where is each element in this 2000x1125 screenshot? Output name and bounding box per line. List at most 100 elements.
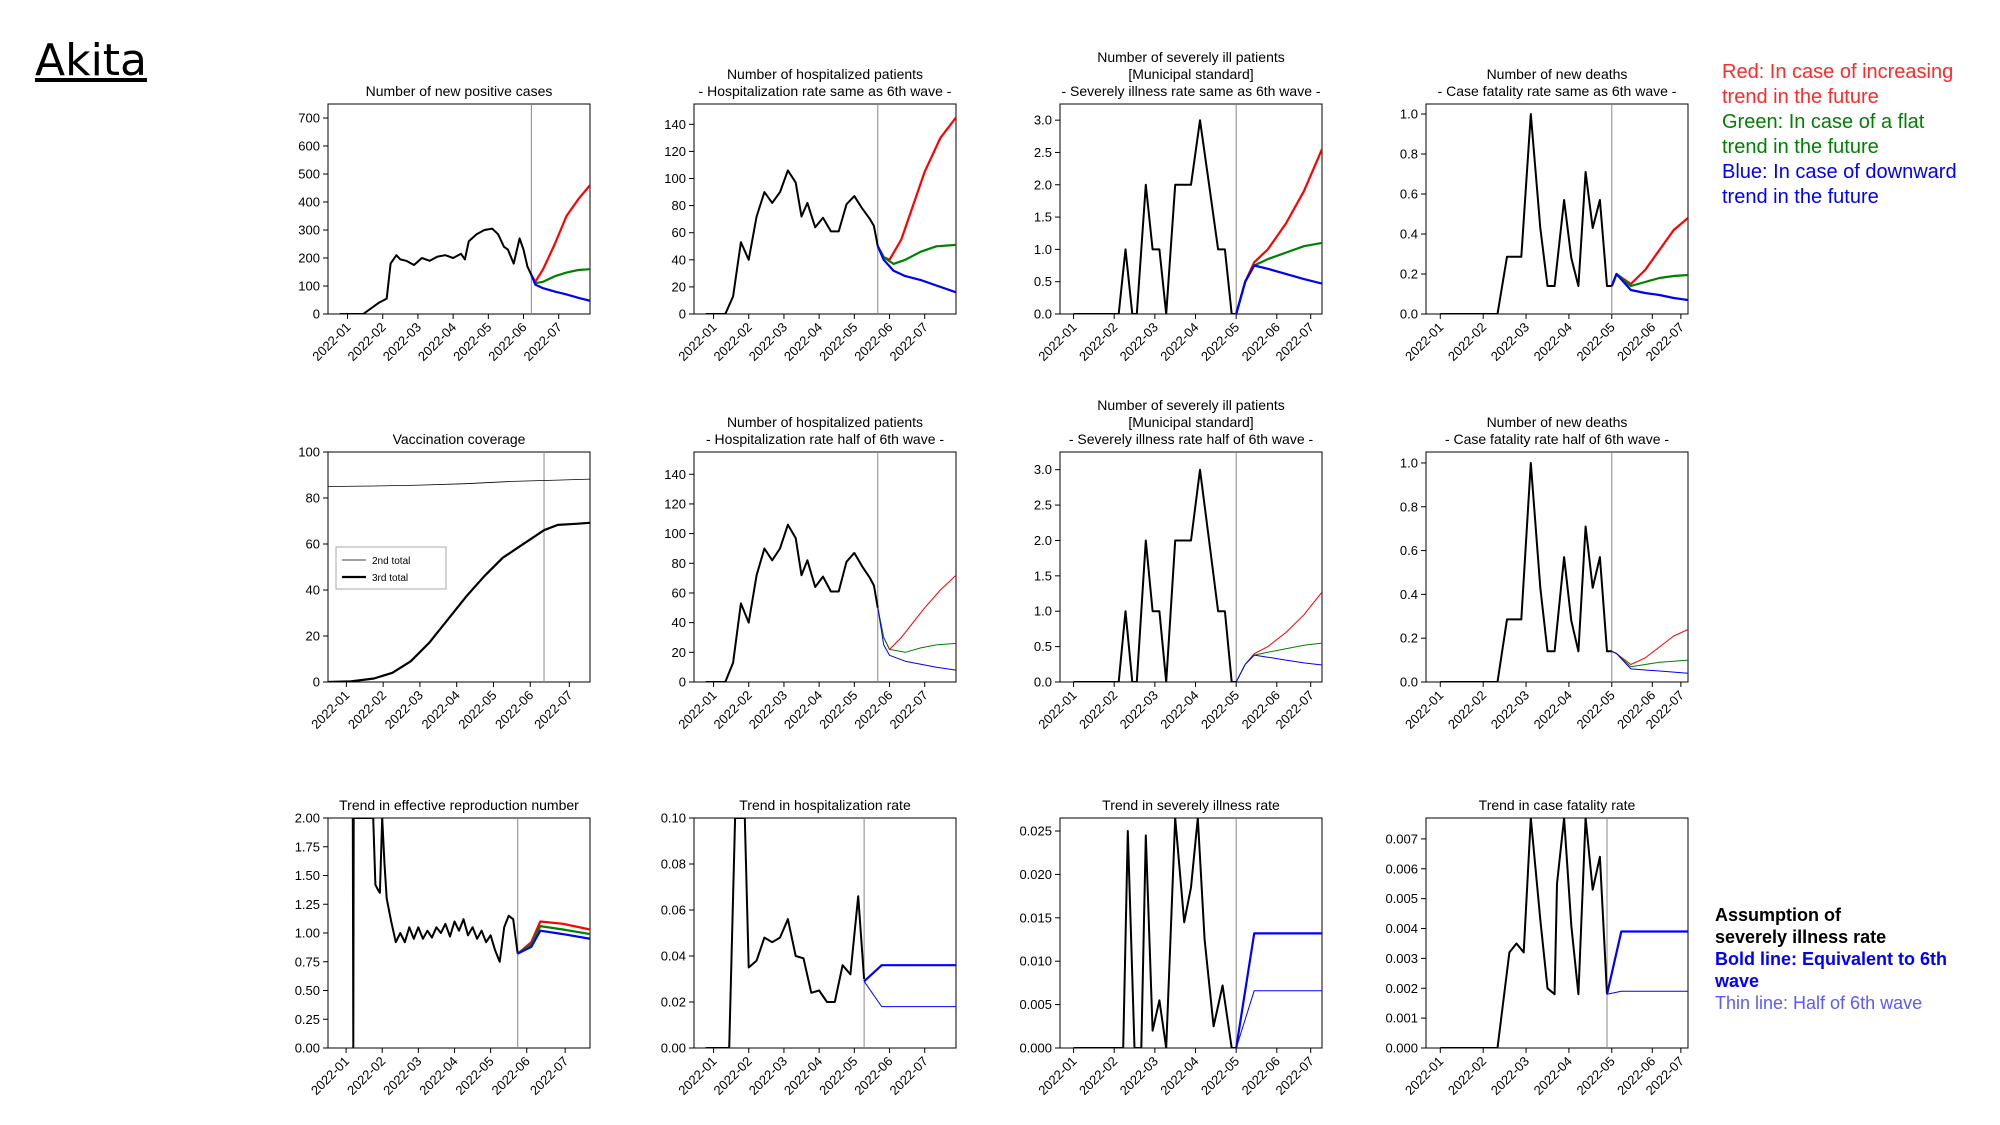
y-tick-label: 2.0 bbox=[1034, 533, 1052, 548]
assumption-legend-line: Assumption of bbox=[1715, 905, 1841, 925]
x-tick-label: 2022-01 bbox=[1402, 1054, 1446, 1098]
y-tick-label: 0.007 bbox=[1385, 831, 1418, 846]
x-tick-label: 2022-03 bbox=[1488, 320, 1532, 364]
y-tick-label: 20 bbox=[306, 629, 320, 644]
x-tick-label: 2022-01 bbox=[1402, 688, 1446, 732]
x-tick-label: 2022-02 bbox=[711, 688, 755, 732]
series-green-half bbox=[1235, 642, 1322, 682]
x-tick-label: 2022-05 bbox=[452, 1054, 496, 1098]
y-tick-label: 200 bbox=[298, 251, 320, 266]
y-tick-label: 0.000 bbox=[1385, 1041, 1418, 1056]
x-tick-label: 2022-03 bbox=[746, 320, 790, 364]
series-actual bbox=[705, 169, 879, 314]
chart-title: Number of hospitalized patients bbox=[727, 66, 923, 82]
chart-hosp: Number of hospitalized patients- Hospita… bbox=[664, 66, 957, 364]
y-tick-label: 0.015 bbox=[1019, 910, 1052, 925]
scenario-legend-line: trend in the future bbox=[1722, 136, 1879, 158]
chart-cfr: Trend in case fatality rate 0.000 0.001 0.0… bbox=[1385, 797, 1689, 1098]
y-tick-label: 0.002 bbox=[1385, 981, 1418, 996]
chart-title: - Severely illness rate same as 6th wave… bbox=[1061, 83, 1320, 99]
series-red-half bbox=[877, 574, 956, 650]
chart-severe_rate: Trend in severely illness rate 0.000 0.005… bbox=[1019, 797, 1323, 1098]
y-tick-label: 1.00 bbox=[295, 926, 320, 941]
chart-title: Number of severely ill patients bbox=[1097, 49, 1285, 65]
y-tick-label: 0.5 bbox=[1034, 274, 1052, 289]
chart-title: Number of new deaths bbox=[1487, 66, 1628, 82]
y-tick-label: 0.8 bbox=[1400, 499, 1418, 514]
x-tick-label: 2022-03 bbox=[380, 320, 424, 364]
x-tick-label: 2022-01 bbox=[675, 320, 719, 364]
x-tick-label: 2022-01 bbox=[308, 1054, 352, 1098]
chart-title: Number of new deaths bbox=[1487, 414, 1628, 430]
x-tick-label: 2022-03 bbox=[382, 688, 426, 732]
y-tick-label: 0.25 bbox=[295, 1012, 320, 1027]
x-tick-label: 2022-02 bbox=[1076, 320, 1120, 364]
y-tick-label: 1.50 bbox=[295, 868, 320, 883]
y-tick-label: 0 bbox=[313, 307, 320, 322]
y-tick-label: 0.0 bbox=[1034, 675, 1052, 690]
series-red-same bbox=[1235, 148, 1322, 314]
y-tick-label: 1.5 bbox=[1034, 568, 1052, 583]
y-tick-label: 80 bbox=[672, 198, 686, 213]
y-tick-label: 3.0 bbox=[1034, 462, 1052, 477]
x-tick-label: 2022-01 bbox=[1035, 688, 1079, 732]
chart-title: [Municipal standard] bbox=[1128, 66, 1253, 82]
y-tick-label: 60 bbox=[306, 537, 320, 552]
y-tick-label: 0.0 bbox=[1400, 307, 1418, 322]
chart-pos: Number of new positive cases 0 100 200 300 40… bbox=[298, 83, 591, 364]
y-tick-label: 300 bbox=[298, 223, 320, 238]
y-tick-label: 0.4 bbox=[1400, 227, 1418, 242]
y-tick-label: 0 bbox=[313, 675, 320, 690]
chart-title: - Case fatality rate same as 6th wave - bbox=[1438, 83, 1677, 99]
plot-frame bbox=[1059, 451, 1323, 683]
y-tick-label: 0.8 bbox=[1400, 147, 1418, 162]
y-tick-label: 40 bbox=[672, 252, 686, 267]
chart-title: Trend in severely illness rate bbox=[1102, 797, 1280, 813]
page-title: Akita bbox=[35, 35, 148, 86]
chart-title: - Hospitalization rate half of 6th wave … bbox=[706, 431, 944, 447]
series-blue-half bbox=[1235, 654, 1322, 682]
chart-title: - Hospitalization rate same as 6th wave … bbox=[699, 83, 952, 99]
x-tick-label: 2022-03 bbox=[1117, 688, 1161, 732]
y-tick-label: 0.025 bbox=[1019, 824, 1052, 839]
x-tick-label: 2022-05 bbox=[816, 320, 860, 364]
y-tick-label: 0.00 bbox=[295, 1041, 320, 1056]
y-tick-label: 400 bbox=[298, 195, 320, 210]
plot-frame bbox=[1059, 103, 1323, 315]
y-tick-label: 0.000 bbox=[1019, 1041, 1052, 1056]
y-tick-label: 0.2 bbox=[1400, 631, 1418, 646]
y-tick-label: 1.0 bbox=[1034, 242, 1052, 257]
series-blue-half bbox=[1235, 990, 1322, 1048]
x-tick-label: 2022-06 bbox=[851, 688, 895, 732]
series-blue-same bbox=[876, 245, 956, 294]
series-actual bbox=[351, 818, 519, 1048]
y-tick-label: 2.5 bbox=[1034, 498, 1052, 513]
y-tick-label: 20 bbox=[672, 645, 686, 660]
y-tick-label: 0.2 bbox=[1400, 267, 1418, 282]
assumption-legend-line: wave bbox=[1715, 971, 1760, 991]
series-blue-same bbox=[1235, 264, 1322, 314]
chart-title: Trend in hospitalization rate bbox=[739, 797, 911, 813]
x-tick-label: 2022-02 bbox=[1076, 1054, 1120, 1098]
x-tick-label: 2022-03 bbox=[1488, 688, 1532, 732]
y-tick-label: 0.0 bbox=[1034, 307, 1052, 322]
vacc-legend-3rd-label: 3rd total bbox=[372, 573, 408, 584]
y-tick-label: 20 bbox=[672, 279, 686, 294]
x-tick-label: 2022-05 bbox=[1198, 688, 1242, 732]
y-tick-label: 100 bbox=[298, 279, 320, 294]
series-actual bbox=[1440, 113, 1612, 314]
plot-frame bbox=[1425, 451, 1689, 683]
series-red-same bbox=[530, 184, 590, 283]
y-tick-label: 0.6 bbox=[1400, 187, 1418, 202]
x-tick-label: 2022-04 bbox=[1531, 688, 1575, 732]
x-tick-label: 2022-01 bbox=[1402, 320, 1446, 364]
x-tick-label: 2022-03 bbox=[746, 1054, 790, 1098]
series-blue-same bbox=[1605, 930, 1688, 995]
y-tick-label: 0.004 bbox=[1385, 921, 1418, 936]
series-green-same bbox=[530, 268, 590, 285]
x-tick-label: 2022-02 bbox=[345, 688, 389, 732]
x-tick-label: 2022-05 bbox=[1198, 1054, 1242, 1098]
y-tick-label: 100 bbox=[298, 445, 320, 460]
scenario-legend-line: Red: In case of increasing bbox=[1722, 61, 1954, 83]
